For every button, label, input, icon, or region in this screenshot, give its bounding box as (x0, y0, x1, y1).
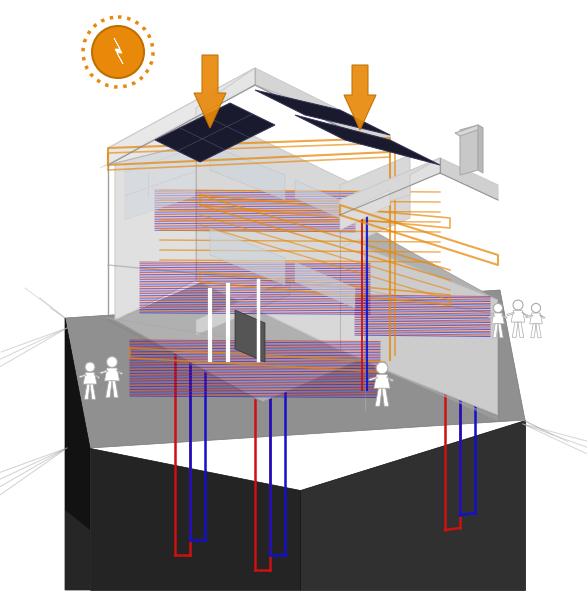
Polygon shape (507, 313, 515, 316)
Polygon shape (104, 368, 120, 381)
Polygon shape (525, 315, 533, 318)
Circle shape (531, 304, 541, 313)
Polygon shape (455, 125, 483, 136)
Polygon shape (478, 125, 483, 173)
Polygon shape (255, 68, 390, 152)
Polygon shape (99, 370, 108, 374)
Polygon shape (340, 158, 440, 215)
Polygon shape (460, 125, 478, 175)
Polygon shape (194, 55, 226, 128)
Polygon shape (539, 315, 545, 319)
Polygon shape (531, 324, 536, 338)
Polygon shape (65, 318, 90, 590)
Polygon shape (255, 90, 390, 135)
Polygon shape (536, 324, 541, 338)
Polygon shape (65, 318, 90, 590)
Circle shape (106, 356, 117, 367)
Polygon shape (487, 315, 495, 318)
Polygon shape (155, 103, 275, 162)
Polygon shape (210, 228, 285, 285)
Polygon shape (295, 115, 440, 165)
Polygon shape (340, 158, 440, 215)
Polygon shape (115, 108, 196, 320)
Polygon shape (340, 155, 410, 248)
Polygon shape (344, 65, 376, 130)
Polygon shape (116, 370, 123, 374)
Polygon shape (210, 145, 285, 200)
Polygon shape (79, 374, 86, 377)
Polygon shape (83, 373, 97, 384)
Polygon shape (382, 388, 389, 406)
Polygon shape (501, 315, 507, 319)
Polygon shape (511, 310, 525, 322)
Polygon shape (340, 190, 390, 230)
Polygon shape (498, 324, 503, 338)
Polygon shape (114, 38, 123, 64)
Polygon shape (300, 420, 525, 590)
Polygon shape (386, 377, 394, 382)
Polygon shape (295, 180, 355, 225)
Polygon shape (374, 374, 390, 388)
Polygon shape (375, 388, 382, 406)
Polygon shape (65, 290, 525, 448)
Polygon shape (94, 374, 100, 379)
Polygon shape (65, 510, 90, 590)
Polygon shape (492, 313, 504, 324)
Polygon shape (108, 68, 255, 165)
Polygon shape (90, 448, 300, 590)
Polygon shape (235, 310, 265, 362)
Polygon shape (529, 313, 542, 324)
Polygon shape (108, 68, 255, 165)
Polygon shape (112, 381, 119, 398)
Polygon shape (196, 280, 290, 335)
Circle shape (85, 362, 95, 372)
Circle shape (494, 304, 502, 313)
Circle shape (92, 26, 144, 78)
Polygon shape (512, 322, 518, 337)
Circle shape (376, 362, 388, 374)
Polygon shape (492, 324, 498, 338)
Polygon shape (115, 218, 498, 402)
Circle shape (513, 300, 523, 310)
Polygon shape (440, 158, 498, 200)
Polygon shape (522, 313, 528, 316)
Polygon shape (365, 248, 498, 415)
Polygon shape (106, 381, 112, 398)
Polygon shape (295, 262, 355, 308)
Polygon shape (369, 377, 378, 380)
Polygon shape (90, 384, 96, 400)
Polygon shape (196, 108, 365, 362)
Polygon shape (85, 384, 90, 400)
Polygon shape (100, 85, 255, 168)
Polygon shape (125, 124, 195, 220)
Polygon shape (518, 322, 524, 337)
